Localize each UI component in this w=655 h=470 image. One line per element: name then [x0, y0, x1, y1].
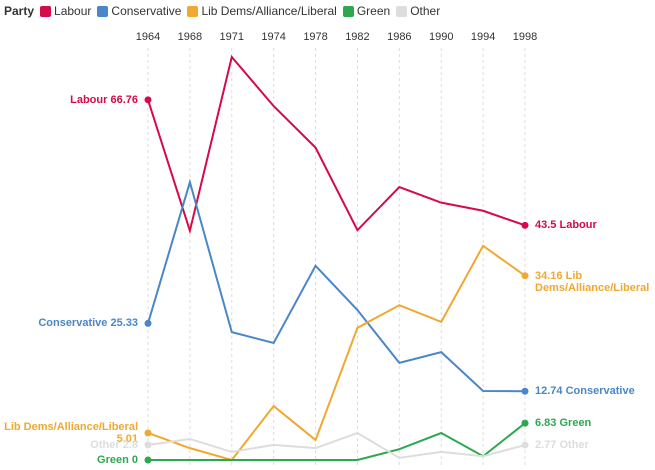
series-name: Conservative — [565, 385, 635, 398]
x-tick-label: 1964 — [136, 31, 160, 43]
legend-item: Lib Dems/Alliance/Liberal — [187, 4, 337, 18]
end-point — [144, 429, 152, 437]
x-tick-label: 1990 — [429, 31, 453, 43]
x-tick-label: 1998 — [513, 31, 537, 43]
legend-title: Party — [4, 4, 35, 18]
series-name: Lib Dems/Alliance/Liberal — [535, 269, 650, 294]
legend-swatch — [396, 5, 408, 17]
series-name: Labour — [559, 219, 597, 232]
legend-label: Labour — [54, 4, 92, 18]
start-label: Green 0 — [3, 454, 138, 466]
start-label: Lib Dems/Alliance/Liberal 5.01 — [3, 421, 138, 445]
end-point — [144, 96, 152, 104]
end-label: 43.5 Labour — [535, 219, 653, 231]
start-label: Conservative 25.33 — [3, 317, 138, 329]
end-label: 12.74 Conservative — [535, 385, 653, 397]
series-name: Lib Dems/Alliance/Liberal — [4, 420, 138, 433]
legend-item: Other — [396, 4, 440, 18]
legend-item: Green — [342, 4, 391, 18]
legend-item: Labour — [40, 4, 91, 18]
value-label: 66.76 — [110, 93, 138, 106]
legend-swatch — [40, 5, 52, 17]
series-name: Other — [559, 439, 589, 452]
end-point — [521, 441, 529, 449]
end-point — [144, 319, 152, 327]
series-name: Labour — [70, 93, 108, 106]
value-label: 43.5 — [535, 219, 557, 232]
legend-item: Conservative — [97, 4, 181, 18]
x-tick-label: 1978 — [303, 31, 327, 43]
legend-label: Other — [410, 4, 441, 18]
legend-label: Lib Dems/Alliance/Liberal — [201, 4, 337, 18]
legend-label: Green — [356, 4, 391, 18]
start-label: Other 2.8 — [3, 439, 138, 451]
series-line — [147, 431, 526, 459]
end-label: 2.77 Other — [535, 439, 653, 451]
series-line — [148, 422, 526, 461]
value-label: 2.77 — [535, 439, 557, 452]
x-tick-label: 1986 — [387, 31, 411, 43]
series-name: Green — [559, 417, 592, 430]
end-point — [144, 441, 152, 449]
value-label: 12.74 — [535, 385, 563, 398]
series-line — [147, 244, 526, 462]
series-name: Other — [90, 438, 120, 451]
legend: Party Labour Conservative Lib Dems/Allianc… — [4, 4, 440, 18]
legend-swatch — [187, 5, 199, 17]
x-tick-label: 1974 — [261, 31, 285, 43]
legend-swatch — [97, 5, 109, 17]
value-label: 0 — [131, 454, 138, 466]
legend-label: Conservative — [111, 4, 182, 18]
value-label: 2.8 — [122, 438, 138, 451]
x-tick-label: 1968 — [178, 31, 202, 43]
series-line — [147, 54, 526, 235]
end-point — [521, 387, 529, 395]
x-tick-label: 1994 — [471, 31, 495, 43]
x-tick-label: 1982 — [345, 31, 369, 43]
legend-swatch — [342, 5, 354, 17]
series-line — [147, 178, 526, 393]
series-name: Conservative — [38, 317, 108, 330]
value-label: 5.01 — [116, 432, 138, 445]
value-label: 34.16 — [535, 269, 563, 282]
x-tick-label: 1971 — [220, 31, 244, 43]
series-name: Green — [97, 454, 129, 466]
end-point — [521, 272, 529, 280]
end-point — [521, 419, 529, 427]
value-label: 25.33 — [110, 317, 138, 330]
end-label: 34.16 Lib Dems/Alliance/Liberal — [535, 270, 653, 294]
value-label: 6.83 — [535, 417, 557, 430]
end-point — [521, 221, 529, 229]
end-point — [144, 456, 152, 464]
start-label: Labour 66.76 — [3, 94, 138, 106]
end-label: 6.83 Green — [535, 417, 653, 429]
